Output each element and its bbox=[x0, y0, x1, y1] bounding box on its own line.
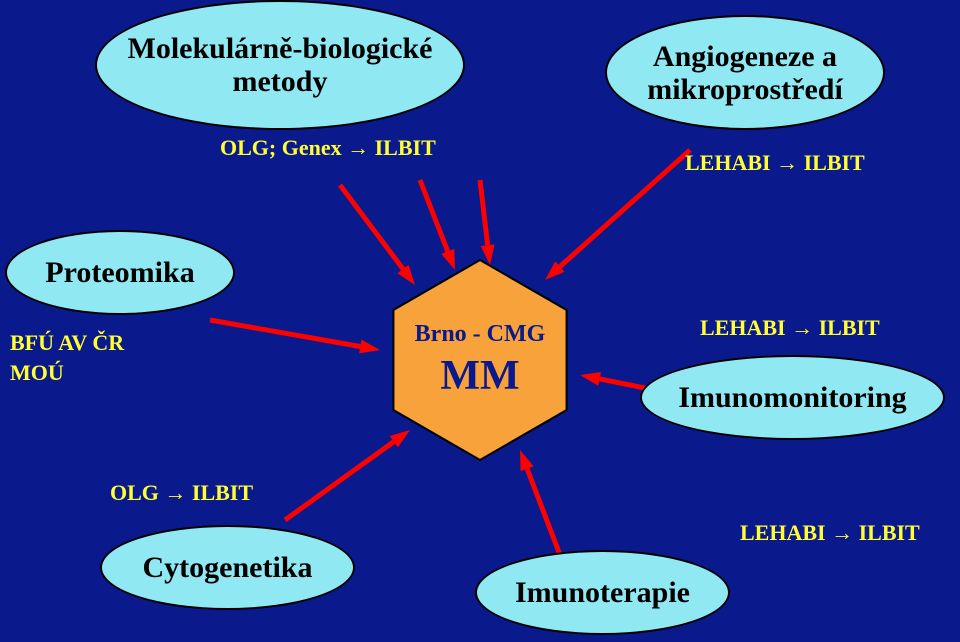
diagram-stage: Molekulárně-biologické metody Angiogenez… bbox=[0, 0, 960, 642]
node-label: Angiogeneze a bbox=[653, 40, 837, 73]
annotation-olg-ilbit: OLG → ILBIT bbox=[110, 480, 253, 506]
node-cytogenetics: Cytogenetika bbox=[100, 525, 355, 610]
node-label: Imunomonitoring bbox=[678, 381, 906, 414]
annotation-lehabi-2: LEHABI → ILBIT bbox=[700, 315, 880, 341]
node-proteomics: Proteomika bbox=[5, 230, 235, 315]
node-center-hexagon: Brno - CMG MM bbox=[378, 258, 582, 462]
node-label: Imunoterapie bbox=[515, 576, 690, 609]
node-label: Molekulárně-biologické bbox=[128, 32, 433, 65]
node-immunomonitoring: Imunomonitoring bbox=[640, 355, 945, 440]
annotation-lehabi-3: LEHABI → ILBIT bbox=[740, 520, 920, 546]
hex-title: MM bbox=[440, 352, 519, 400]
annotation-mou: MOÚ bbox=[10, 360, 64, 386]
node-label: Proteomika bbox=[45, 256, 194, 289]
node-label: Cytogenetika bbox=[143, 551, 313, 584]
node-label: mikroprostředí bbox=[647, 73, 843, 106]
annotation-olg-genex: OLG; Genex → ILBIT bbox=[220, 135, 436, 161]
node-angiogenesis: Angiogeneze a mikroprostředí bbox=[605, 15, 885, 130]
node-label: metody bbox=[233, 65, 328, 98]
annotation-bfu: BFÚ AV ČR bbox=[10, 330, 124, 356]
hex-subtitle: Brno - CMG bbox=[415, 321, 546, 348]
node-molecular-biology: Molekulárně-biologické metody bbox=[95, 0, 465, 130]
annotation-lehabi-1: LEHABI → ILBIT bbox=[685, 150, 865, 176]
node-immunotherapy: Imunoterapie bbox=[475, 550, 730, 635]
